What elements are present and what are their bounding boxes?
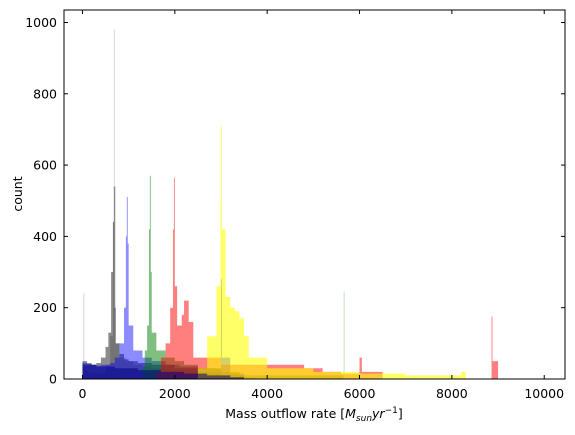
y-axis: 0 200 400 600 800 1000 bbox=[25, 15, 565, 387]
plot-frame bbox=[63, 9, 566, 380]
x-axis-label: Mass outflow rate [Msunyr−1] bbox=[225, 406, 403, 424]
y-tick-label: 400 bbox=[33, 229, 57, 244]
x-tick-label: 8000 bbox=[436, 386, 468, 401]
x-tick-label: 10000 bbox=[524, 386, 564, 401]
histogram-series-5 bbox=[197, 125, 467, 379]
y-tick-label: 600 bbox=[33, 158, 57, 173]
histogram-series bbox=[82, 29, 500, 379]
y-tick-label: 800 bbox=[33, 86, 57, 101]
x-tick-label: 2000 bbox=[159, 386, 191, 401]
x-tick-label: 0 bbox=[78, 386, 86, 401]
histogram-series-4 bbox=[156, 177, 500, 379]
histogram-series-6 bbox=[82, 364, 246, 379]
x-tick-label: 6000 bbox=[344, 386, 376, 401]
x-axis: 0 2000 4000 6000 8000 10000 bbox=[78, 10, 564, 401]
y-axis-label: count bbox=[10, 176, 25, 211]
y-tick-label: 0 bbox=[49, 372, 57, 387]
y-tick-label: 1000 bbox=[25, 15, 57, 30]
x-tick-label: 4000 bbox=[251, 386, 283, 401]
y-tick-label: 200 bbox=[33, 300, 57, 315]
